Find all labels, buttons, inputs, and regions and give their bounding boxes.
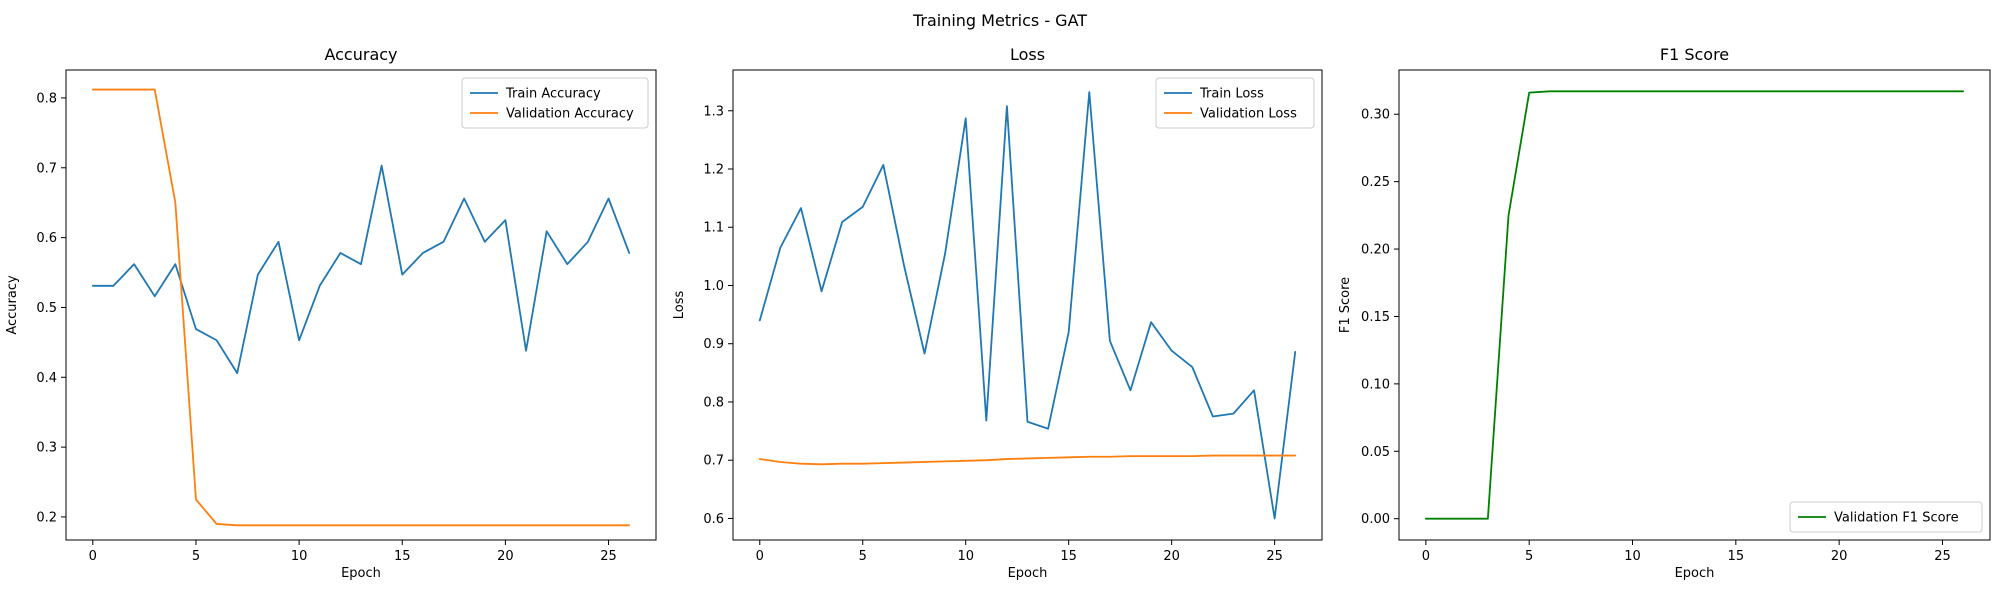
figure-suptitle: Training Metrics - GAT	[912, 11, 1087, 30]
x-tick-label: 15	[1060, 549, 1077, 564]
y-tick-label: 0.7	[703, 454, 724, 469]
series-line-validation-f1-score	[1424, 90, 1965, 520]
legend-box	[1789, 501, 1983, 533]
y-axis-label: F1 Score	[1338, 277, 1353, 333]
y-tick-label: 0.10	[1361, 377, 1390, 392]
y-tick-label: 0.2	[36, 510, 57, 525]
y-tick-label: 1.0	[703, 279, 724, 294]
x-axis-label: Epoch	[341, 566, 381, 581]
y-tick-label: 0.15	[1361, 310, 1390, 325]
x-tick-label: 15	[394, 549, 411, 564]
subplot-title: Loss	[1010, 45, 1045, 64]
y-tick-label: 0.6	[703, 512, 724, 527]
y-tick-label: 0.20	[1361, 243, 1390, 258]
y-tick-label: 0.5	[36, 301, 57, 316]
legend: Train Accuracy Validation Accuracy	[461, 77, 649, 129]
x-axis-label: Epoch	[1008, 566, 1048, 581]
series-line-validation-accuracy	[91, 88, 631, 527]
y-tick-label: 0.30	[1361, 108, 1390, 123]
legend-box	[1155, 77, 1315, 129]
x-tick-label: 25	[1266, 549, 1283, 564]
subplot-accuracy: Accuracy 0 5 10 15 20 25 0.2 0.3 0.4 0.5 0.6 0.7 0.8 E…	[5, 45, 657, 581]
subplot-title: F1 Score	[1660, 45, 1729, 64]
legend-entry-label: Validation Loss	[1200, 107, 1297, 122]
y-tick-label: 0.6	[36, 231, 57, 246]
series-line-train-loss	[758, 91, 1297, 520]
axes-frame	[65, 69, 657, 541]
y-tick-label: 0.05	[1361, 445, 1390, 460]
legend: Validation F1 Score	[1789, 501, 1983, 533]
y-tick-label: 0.9	[703, 337, 724, 352]
y-tick-label: 0.8	[703, 395, 724, 410]
x-tick-label: 10	[291, 549, 308, 564]
legend-entry-label: Train Loss	[1199, 87, 1264, 102]
x-tick-label: 0	[89, 549, 97, 564]
y-tick-label: 1.2	[703, 163, 724, 178]
legend-entry-label: Validation Accuracy	[506, 107, 634, 122]
y-tick-label: 0.4	[36, 371, 57, 386]
axes-frame	[732, 69, 1323, 541]
y-tick-label: 0.25	[1361, 175, 1390, 190]
y-tick-label: 1.1	[703, 221, 724, 236]
y-tick-label: 1.3	[703, 104, 724, 119]
y-axis-label: Accuracy	[5, 275, 20, 335]
legend-box	[461, 77, 649, 129]
subplot-f1-score: F1 Score 0 5 10 15 20 25 0.00 0.05 0.10 0.15 0.20 0.…	[1338, 45, 1991, 581]
legend-entry-label: Train Accuracy	[505, 87, 601, 102]
subplot-title: Accuracy	[324, 45, 397, 64]
y-tick-label: 0.8	[36, 91, 57, 106]
x-tick-label: 20	[1163, 549, 1180, 564]
x-tick-label: 20	[497, 549, 514, 564]
x-tick-label: 5	[1525, 549, 1533, 564]
legend-entry-label: Validation F1 Score	[1834, 511, 1959, 526]
y-axis-label: Loss	[672, 291, 687, 320]
x-tick-label: 15	[1728, 549, 1745, 564]
x-axis-label: Epoch	[1675, 566, 1715, 581]
legend: Train Loss Validation Loss	[1155, 77, 1315, 129]
x-tick-label: 5	[192, 549, 200, 564]
x-tick-label: 5	[859, 549, 867, 564]
x-tick-label: 0	[756, 549, 764, 564]
x-tick-label: 10	[1624, 549, 1641, 564]
y-tick-label: 0.7	[36, 161, 57, 176]
x-tick-label: 25	[600, 549, 617, 564]
series-line-validation-loss	[758, 454, 1297, 466]
subplot-loss: Loss 0 5 10 15 20 25 0.6 0.7 0.8 0.9 1.0 1.1 1.2 1.3 Ep…	[672, 45, 1323, 581]
y-tick-label: 0.3	[36, 441, 57, 456]
x-tick-label: 10	[957, 549, 974, 564]
series-line-train-accuracy	[91, 164, 631, 374]
axes-frame	[1398, 69, 1991, 541]
y-tick-label: 0.00	[1361, 512, 1390, 527]
x-tick-label: 0	[1422, 549, 1430, 564]
x-tick-label: 25	[1934, 549, 1951, 564]
x-tick-label: 20	[1831, 549, 1848, 564]
